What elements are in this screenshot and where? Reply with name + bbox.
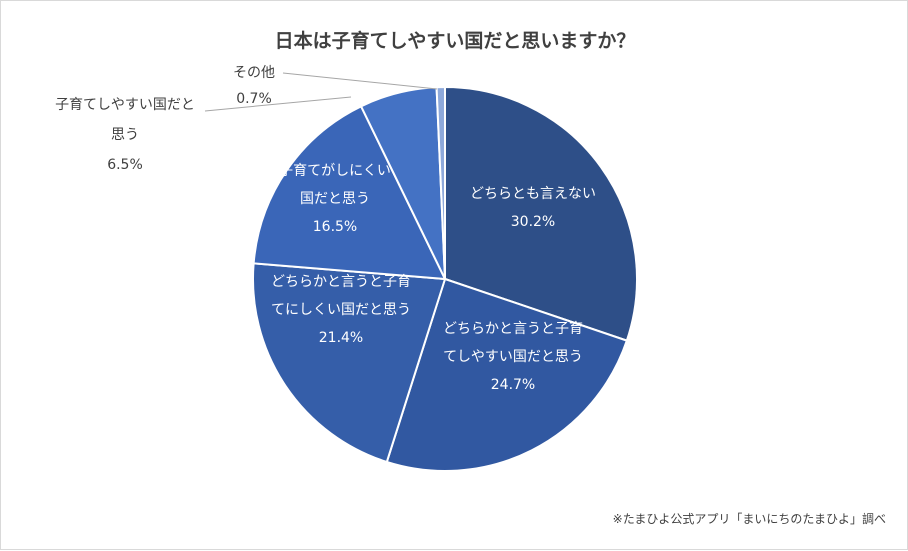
slice-category-label: てしやすい国だと思う <box>443 349 583 365</box>
slice-value-label: 30.2% <box>511 214 555 230</box>
slice-value-label: 21.4% <box>319 330 363 346</box>
slice-category-label: どちらかと言うと子育 <box>271 274 411 290</box>
slice-value-label: 0.7% <box>236 91 272 107</box>
pie-slices <box>252 85 638 472</box>
slice-category-label: どちらかと言うと子育 <box>443 321 583 337</box>
slice-category-label: 子育てしやすい国だと <box>55 97 195 113</box>
slice-category-label: どちらとも言えない <box>470 186 596 202</box>
pie-slice <box>435 85 446 280</box>
slice-value-label: 24.7% <box>491 377 535 393</box>
pie-slice <box>385 277 629 472</box>
slice-category-label: 国だと思う <box>300 191 370 207</box>
leader-line <box>282 72 438 90</box>
slice-category-label: 思う <box>111 127 139 143</box>
chart-title: 日本は子育てしやすい国だと思いますか？ <box>275 29 636 52</box>
slice-category-label: 子育てがしにくい <box>279 163 391 179</box>
slice-category-label: その他 <box>233 65 275 81</box>
slice-value-label: 16.5% <box>313 219 357 235</box>
slice-value-label: 6.5% <box>107 157 143 173</box>
pie-slice <box>444 85 638 342</box>
leader-lines <box>204 72 438 112</box>
slice-category-label: てにしくい国だと思う <box>271 302 411 318</box>
leader-line <box>204 96 352 112</box>
pie-slice <box>252 262 447 464</box>
pie-slice <box>252 104 447 281</box>
source-note: ※たまひよ公式アプリ「まいにちのたまひよ」調べ <box>613 512 886 526</box>
slice-labels: どちらとも言えない30.2%どちらかと言うと子育てしやすい国だと思う24.7%ど… <box>55 65 596 393</box>
